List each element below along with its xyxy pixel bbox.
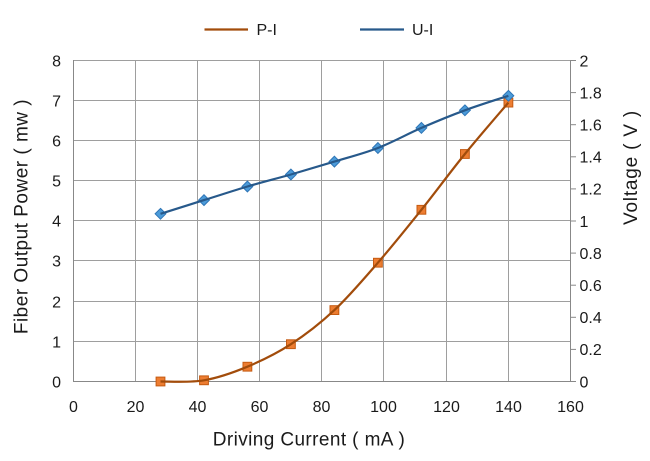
svg-text:80: 80	[313, 399, 331, 416]
svg-text:1: 1	[580, 214, 589, 231]
svg-text:U-I: U-I	[412, 22, 433, 39]
svg-text:60: 60	[251, 399, 269, 416]
svg-text:1.6: 1.6	[580, 118, 602, 135]
svg-text:0: 0	[69, 399, 78, 416]
svg-text:2: 2	[580, 53, 589, 70]
svg-text:5: 5	[52, 173, 61, 190]
svg-text:7: 7	[52, 93, 61, 110]
svg-text:1: 1	[52, 334, 61, 351]
svg-text:0.8: 0.8	[580, 246, 602, 263]
svg-text:4: 4	[52, 213, 61, 230]
svg-text:0.4: 0.4	[580, 310, 602, 327]
svg-text:0: 0	[580, 374, 589, 391]
svg-text:100: 100	[370, 399, 397, 416]
svg-text:1.2: 1.2	[580, 182, 602, 199]
svg-text:120: 120	[433, 399, 460, 416]
svg-text:0: 0	[52, 374, 61, 391]
svg-text:P-I: P-I	[257, 22, 277, 39]
svg-text:Driving Current ( mA ): Driving Current ( mA )	[213, 430, 406, 451]
svg-text:160: 160	[557, 399, 584, 416]
svg-text:20: 20	[127, 399, 145, 416]
svg-text:3: 3	[52, 253, 61, 270]
svg-text:1.4: 1.4	[580, 150, 602, 167]
svg-text:6: 6	[52, 133, 61, 150]
svg-text:140: 140	[495, 399, 522, 416]
svg-text:40: 40	[189, 399, 207, 416]
svg-text:0.2: 0.2	[580, 342, 602, 359]
svg-text:Fiber Output Power ( mw ): Fiber Output Power ( mw )	[12, 99, 33, 334]
svg-text:1.8: 1.8	[580, 85, 602, 102]
svg-text:0.6: 0.6	[580, 278, 602, 295]
svg-text:8: 8	[52, 53, 61, 70]
svg-text:2: 2	[52, 294, 61, 311]
svg-text:Voltage ( V ): Voltage ( V )	[621, 110, 642, 225]
